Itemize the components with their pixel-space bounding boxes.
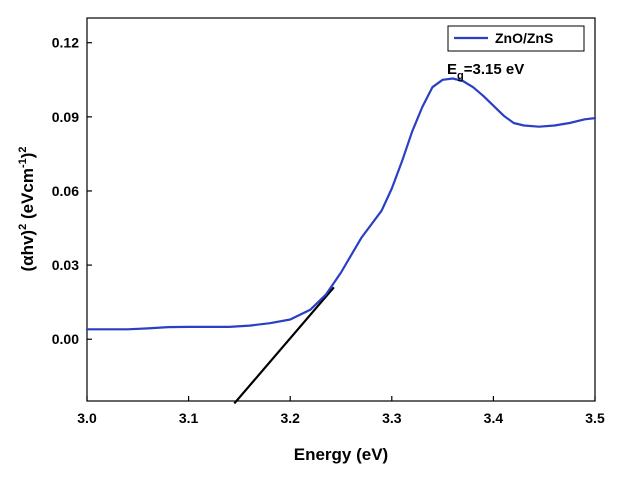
y-tick-label: 0.09 [52, 109, 79, 125]
band-gap-annotation: Eg=3.15 eV [447, 61, 524, 82]
y-tick-label: 0.00 [52, 331, 79, 347]
x-tick-label: 3.3 [382, 410, 402, 426]
tangent-fit-line [233, 286, 335, 405]
x-tick-label: 3.1 [179, 410, 199, 426]
y-axis-title: (αhv)2 (eVcm-1)2 [17, 146, 37, 271]
y-axis-title-units: (eVcm [18, 168, 37, 224]
chart-marks [85, 77, 597, 405]
series-line-zno-zns [85, 77, 597, 331]
y-axis-title-base: (αhv) [18, 230, 37, 272]
x-axis-ticks: 3.0 3.1 3.2 3.3 3.4 3.5 [77, 396, 605, 426]
x-tick-label: 3.2 [280, 410, 300, 426]
legend: ZnO/ZnS [447, 25, 585, 52]
x-tick-label: 3.4 [484, 410, 504, 426]
y-axis-title-sup1: 2 [17, 224, 29, 230]
plot-frame [86, 17, 596, 402]
y-tick-label: 0.06 [52, 183, 79, 199]
band-gap-annotation-value: =3.15 eV [464, 61, 524, 78]
y-axis-title-sup2: -1 [17, 158, 29, 168]
y-axis-ticks: 0.00 0.03 0.06 0.09 0.12 [52, 35, 92, 347]
band-gap-annotation-e: E [447, 61, 457, 78]
x-axis-title: Energy (eV) [294, 445, 388, 464]
x-tick-label: 3.5 [585, 410, 605, 426]
y-axis-title-paren: ) [18, 153, 37, 159]
band-gap-annotation-sub: g [457, 70, 464, 82]
y-tick-label: 0.12 [52, 35, 79, 51]
y-axis-title-sup3: 2 [17, 146, 29, 152]
legend-label: ZnO/ZnS [495, 30, 553, 46]
x-tick-label: 3.0 [77, 410, 97, 426]
y-tick-label: 0.03 [52, 257, 79, 273]
